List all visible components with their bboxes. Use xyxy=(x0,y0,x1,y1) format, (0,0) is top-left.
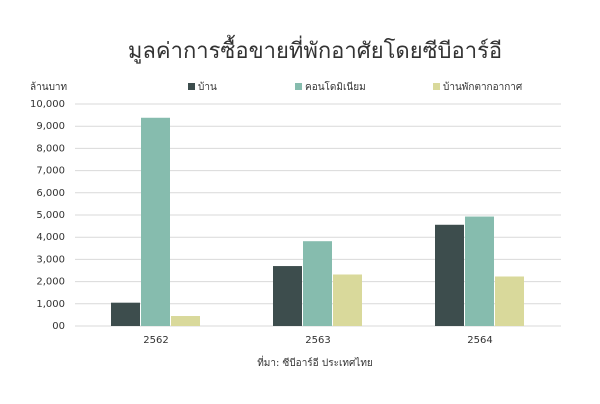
legend-swatch xyxy=(188,83,195,90)
x-tick-label: 2562 xyxy=(143,335,168,346)
y-tick-label: 7,000 xyxy=(36,166,65,177)
y-tick-label: 6,000 xyxy=(36,188,65,199)
bar xyxy=(303,241,332,326)
y-tick-label: 5,000 xyxy=(36,210,65,221)
bar xyxy=(111,302,140,326)
bar xyxy=(141,117,170,326)
y-tick-label: 10,000 xyxy=(30,99,65,110)
chart-title: มูลค่าการซื้อขายที่พักอาศัยโดยซีบีอาร์อี xyxy=(128,35,502,64)
source-note: ที่มา: ซีบีอาร์อี ประเทศไทย xyxy=(257,355,373,369)
y-tick-label: 2,000 xyxy=(36,277,65,288)
bar xyxy=(495,276,524,326)
y-tick-label: 8,000 xyxy=(36,143,65,154)
legend-swatch xyxy=(295,83,302,90)
x-tick-label: 2564 xyxy=(467,335,492,346)
bar xyxy=(273,266,302,326)
y-tick-label: 00 xyxy=(52,321,65,332)
y-tick-label: 9,000 xyxy=(36,121,65,132)
legend-label: บ้านพักตากอากาศ xyxy=(443,81,523,93)
bar xyxy=(435,224,464,326)
x-tick-label: 2563 xyxy=(305,335,330,346)
y-tick-label: 3,000 xyxy=(36,254,65,265)
legend-label: คอนโดมิเนียม xyxy=(305,80,366,93)
bar xyxy=(465,216,494,326)
legend-swatch xyxy=(433,83,440,90)
bar xyxy=(333,274,362,326)
y-tick-label: 1,000 xyxy=(36,299,65,310)
y-tick-label: 4,000 xyxy=(36,232,65,243)
bar xyxy=(171,316,200,326)
y-axis-label: ล้านบาท xyxy=(30,81,67,93)
legend-label: บ้าน xyxy=(198,81,217,93)
